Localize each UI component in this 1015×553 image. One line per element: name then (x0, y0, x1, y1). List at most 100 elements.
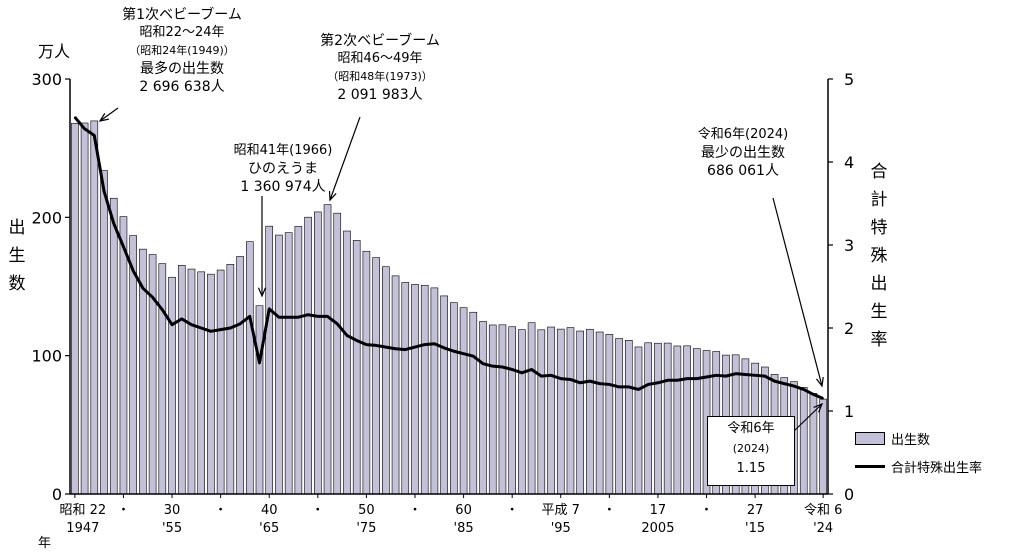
leader-first-boom (99, 107, 119, 122)
x-tick-label: 17 (650, 503, 667, 518)
left-tick-label: 100 (31, 347, 62, 366)
annotation-second-boom: 第2次ベビーブーム 昭和46～49年 （昭和48年(1973)） 2 091 9… (290, 32, 470, 104)
right-tick-label: 0 (844, 485, 854, 504)
bar-2001 (595, 331, 604, 495)
annotation-first-boom-title: 第1次ベビーブーム (122, 7, 242, 23)
tfr-point-1991 (501, 366, 504, 368)
tfr-point-2018 (764, 375, 766, 377)
bar-1950 (100, 170, 108, 495)
tfr-point-1973 (326, 315, 329, 318)
tfr-point-1948 (83, 128, 86, 130)
annotation-latest-min-label: 最少の出生数 (701, 145, 785, 161)
tfr-point-2008 (666, 379, 669, 382)
tfr-point-1988 (472, 355, 475, 358)
axis-label-char: 生 (870, 302, 888, 322)
bar-1996 (547, 326, 555, 495)
x-tick-label-western: '24 (813, 521, 833, 536)
bar-1951 (109, 197, 118, 495)
tfr-point-1980 (394, 347, 397, 350)
leader-latest (772, 197, 823, 387)
bar-1982 (411, 284, 419, 495)
annotation-second-boom-years: 昭和46～49年 (337, 51, 423, 66)
bar-2002 (605, 334, 614, 495)
x-axis-suffix: 年 (38, 536, 52, 551)
tfr-point-1987 (462, 352, 465, 355)
tfr-point-1954 (142, 287, 144, 289)
tfr-point-1992 (511, 368, 513, 371)
tfr-point-1979 (385, 346, 387, 348)
tfr-point-1986 (453, 350, 455, 353)
bar-1999 (576, 330, 584, 495)
arrowhead-second-boom (328, 190, 337, 202)
bar-2006 (644, 342, 653, 495)
bar-1974 (333, 212, 342, 495)
tfr-point-1995 (540, 375, 543, 377)
tfr-point-1965 (248, 315, 251, 318)
bar-1987 (459, 307, 468, 495)
bar-1992 (508, 326, 516, 495)
tfr-point-1974 (336, 323, 339, 325)
right-tick-label: 5 (844, 70, 854, 89)
annotation-first-boom-count: 2 696 638人 (139, 79, 225, 95)
legend-swatch-line (855, 464, 885, 468)
tfr-point-2001 (598, 382, 601, 385)
tfr-callout-value: 1.15 (736, 461, 766, 476)
right-tick-label: 3 (844, 236, 854, 255)
bar-1955 (148, 254, 157, 495)
x-tick-label: ・ (408, 503, 421, 518)
bar-2009 (673, 345, 682, 495)
axis-label-char: 数 (8, 274, 26, 294)
tfr-point-2003 (618, 386, 620, 388)
annotation-latest-count: 686 061人 (707, 163, 779, 179)
right-axis-label: 合計特殊出生率 (868, 158, 890, 354)
bar-1979 (382, 266, 390, 495)
tfr-point-1972 (317, 315, 319, 318)
x-tick-label: 平成 7 (542, 503, 580, 518)
bar-1995 (537, 329, 546, 495)
birth-bars (71, 120, 827, 495)
bar-1960 (197, 271, 205, 495)
tfr-point-2012 (705, 376, 708, 378)
bar-1968 (275, 234, 283, 495)
tfr-point-2016 (744, 373, 747, 376)
bar-2000 (586, 328, 594, 495)
legend-label-births: 出生数 (891, 432, 931, 448)
tfr-point-1981 (404, 348, 407, 351)
right-tick-label: 1 (844, 402, 854, 421)
axis-label-char: 計 (870, 190, 888, 210)
tfr-callout-western-year: (2024) (732, 442, 770, 455)
tfr-point-1964 (239, 323, 241, 325)
x-tick-label: ・ (214, 503, 227, 518)
bar-1952 (119, 216, 128, 495)
leader-second-boom (329, 116, 361, 201)
x-tick-label-western: '55 (162, 521, 182, 536)
tfr-point-2023 (812, 393, 815, 396)
tfr-point-1950 (103, 190, 105, 192)
tfr-point-1977 (365, 343, 368, 346)
bar-1973 (323, 204, 332, 495)
bar-2005 (634, 346, 643, 495)
annotation-hinoeuma-year: 昭和41年(1966) (233, 143, 333, 158)
bar-2022 (799, 387, 808, 495)
tfr-point-1957 (171, 323, 173, 326)
bar-1958 (177, 265, 186, 495)
x-tick-label-western: '15 (745, 521, 765, 536)
arrowhead-first-boom (98, 113, 109, 122)
bar-1983 (420, 284, 429, 495)
tfr-point-2010 (686, 377, 688, 380)
bar-1991 (498, 324, 507, 495)
x-tick-label: 60 (455, 503, 472, 518)
tfr-point-1955 (151, 296, 154, 299)
tfr-point-2022 (802, 388, 805, 391)
tfr-point-1983 (423, 343, 426, 346)
annotation-leaders (98, 107, 824, 433)
bar-1969 (284, 232, 293, 495)
tfr-point-1961 (210, 330, 212, 333)
x-tick-label: ・ (603, 503, 616, 518)
bar-2011 (693, 348, 701, 495)
tfr-point-2014 (725, 375, 727, 377)
right-axis-label-text: 合計特殊出生率 (868, 158, 890, 354)
bar-2023 (809, 393, 818, 495)
bar-1977 (362, 250, 371, 495)
